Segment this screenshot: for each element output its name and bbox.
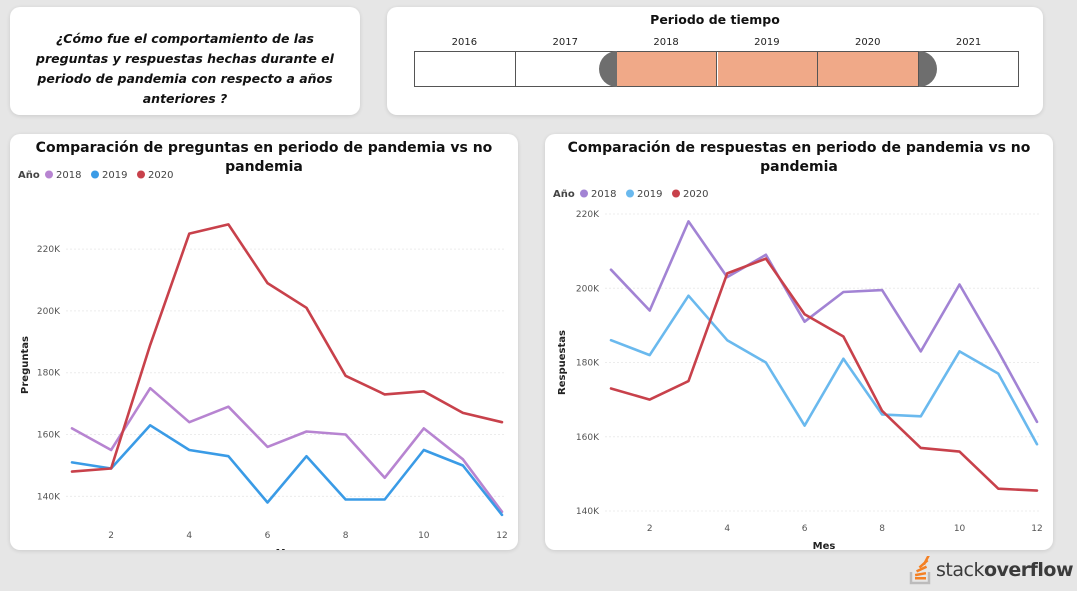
slicer-handle-start[interactable] [598, 51, 617, 87]
legend-label-2020: 2020 [148, 170, 173, 181]
series-line-2019 [70, 423, 504, 517]
slicer-year-label-2021: 2021 [955, 37, 982, 48]
y-tick-label: 140K [37, 492, 61, 502]
x-tick-label: 4 [186, 531, 192, 541]
x-tick-label: 2 [108, 531, 114, 541]
answers-chart-card: Comparación de respuestas en periodo de … [545, 134, 1053, 550]
y-tick-label: 160K [37, 431, 61, 441]
x-tick-label: 2 [647, 524, 653, 534]
legend-title: Año [18, 170, 40, 181]
questions-line-chart: Año 2018 2019 2020 140K 160K 180K 200K 220K 2 4 6 8 1… [18, 170, 508, 550]
x-tick-label: 4 [724, 524, 730, 534]
x-tick-label: 6 [802, 524, 808, 534]
slicer-bar[interactable] [414, 51, 1019, 87]
legend-label-2020: 2020 [683, 189, 708, 200]
x-tick-label: 10 [954, 524, 966, 534]
legend-marker-2019 [626, 189, 634, 198]
slicer-slot-2019[interactable] [717, 52, 819, 86]
legend-marker-2019 [91, 170, 99, 179]
x-tick-label: 8 [343, 531, 349, 541]
stackoverflow-logo: stackoverflow [908, 556, 1076, 588]
slicer-year-label-2017: 2017 [552, 37, 578, 48]
x-axis-title: Mes [276, 548, 299, 550]
time-period-slicer: Periodo de tiempo 2016 2017 2018 2019 2020 20… [387, 7, 1043, 115]
legend-label-2018: 2018 [591, 189, 616, 200]
stackoverflow-logo-text: stackoverflow [936, 559, 1074, 581]
x-axis-title: Mes [813, 541, 836, 550]
question-text: ¿Cómo fue el comportamiento de las pregu… [36, 31, 334, 106]
answers-chart-title: Comparación de respuestas en periodo de … [567, 140, 1031, 175]
logo-text-light: stack [936, 559, 984, 581]
series-line-2019 [609, 294, 1039, 446]
y-axis-title: Preguntas [20, 336, 31, 394]
legend-marker-2020 [672, 189, 680, 198]
slicer-year-label-2016: 2016 [451, 37, 478, 48]
legend-title: Año [553, 189, 575, 200]
y-tick-label: 180K [37, 369, 61, 379]
questions-chart-title: Comparación de preguntas en periodo de p… [35, 140, 493, 175]
y-tick-label: 200K [576, 284, 600, 294]
x-tick-label: 10 [418, 531, 430, 541]
questions-chart-card: Comparación de preguntas en periodo de p… [10, 134, 518, 550]
slicer-year-label-2019: 2019 [754, 37, 780, 48]
y-tick-label: 160K [576, 433, 600, 443]
answers-line-chart: Año 2018 2019 2020 140K 160K 180K 200K 220K 2 4 6 8 1… [553, 189, 1043, 550]
slicer-slot-2016[interactable] [415, 52, 516, 86]
y-tick-label: 140K [576, 507, 600, 517]
legend-label-2019: 2019 [102, 170, 127, 181]
legend-marker-2018 [45, 170, 53, 179]
slicer-year-label-2018: 2018 [653, 37, 679, 48]
question-card: ¿Cómo fue el comportamiento de las pregu… [10, 7, 360, 115]
x-tick-label: 8 [879, 524, 885, 534]
series-line-2018 [609, 220, 1039, 424]
y-axis-title: Respuestas [557, 330, 568, 395]
y-tick-label: 200K [37, 307, 61, 317]
y-tick-label: 220K [37, 245, 61, 255]
slicer-slot-2020[interactable] [818, 52, 920, 86]
y-tick-label: 180K [576, 359, 600, 369]
series-line-2020 [70, 223, 504, 473]
slicer-handle-end[interactable] [919, 51, 938, 87]
logo-text-bold: overflow [983, 559, 1074, 581]
slicer-slot-2018[interactable] [616, 52, 718, 86]
stackoverflow-logo-icon [909, 556, 931, 585]
legend-marker-2018 [580, 189, 588, 198]
x-tick-label: 6 [265, 531, 271, 541]
slicer-year-label-2020: 2020 [855, 37, 881, 48]
series-line-2018 [70, 386, 504, 514]
legend-label-2018: 2018 [56, 170, 81, 181]
x-tick-label: 12 [1031, 524, 1042, 534]
series-line-2020 [609, 257, 1039, 492]
slicer-title: Periodo de tiempo [650, 12, 780, 27]
x-tick-label: 12 [496, 531, 507, 541]
legend-marker-2020 [137, 170, 145, 179]
y-tick-label: 220K [576, 210, 600, 220]
legend-label-2019: 2019 [637, 189, 662, 200]
